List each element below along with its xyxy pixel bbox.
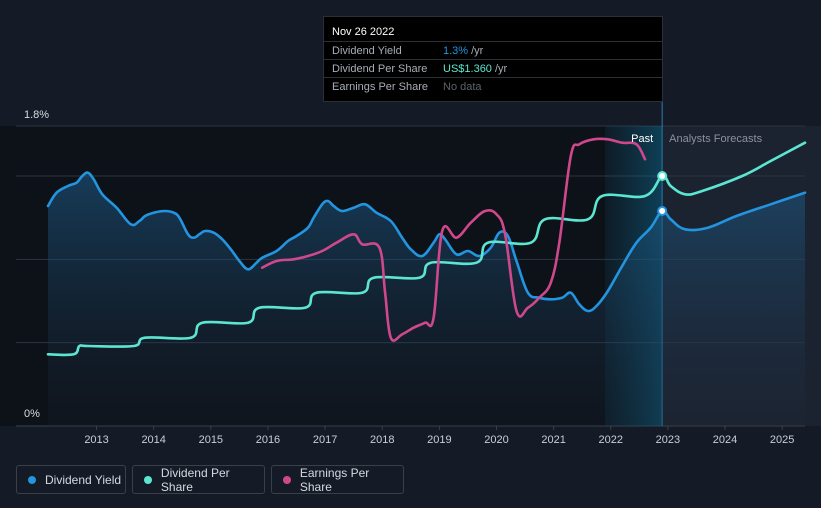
x-tick-label: 2017	[313, 434, 337, 446]
legend-label: Earnings Per Share	[299, 465, 370, 494]
legend-item-dividend-yield[interactable]: Dividend Yield	[16, 465, 126, 494]
x-tick-label: 2016	[256, 434, 280, 446]
tooltip-unit: /yr	[494, 63, 508, 75]
dividend-yield-line	[46, 171, 807, 313]
x-tick-label: 2019	[427, 434, 451, 446]
legend-item-earnings-per-share[interactable]: Earnings Per Share	[271, 465, 404, 494]
dividend-per-share-marker[interactable]	[657, 171, 668, 181]
x-tick-label: 2018	[370, 434, 394, 446]
x-tick-label: 2021	[541, 434, 565, 446]
legend-label: Dividend Per Share	[160, 465, 230, 494]
tooltip-label: Dividend Yield	[332, 45, 402, 57]
tooltip-row-dividend-per-share: Dividend Per Share US$1.360/yr	[324, 59, 662, 77]
tooltip-row-earnings-per-share: Earnings Per Share No data	[324, 77, 662, 95]
x-tick-label: 2022	[599, 434, 623, 446]
tooltip-label: Dividend Per Share	[332, 63, 428, 75]
series-layer	[46, 137, 807, 426]
x-tick-label: 2024	[713, 434, 737, 446]
y-axis-top-label: 1.8%	[24, 109, 49, 121]
earnings-per-share-line	[260, 137, 647, 342]
tooltip-row-dividend-yield: Dividend Yield 1.3%/yr	[324, 41, 662, 59]
dividend-per-share-line	[46, 141, 807, 357]
forecast-label: Analysts Forecasts	[669, 133, 762, 145]
dividend-yield-area	[48, 172, 805, 426]
y-axis-bottom-label: 0%	[24, 408, 40, 420]
tooltip: Nov 26 2022 Dividend Yield 1.3%/yr Divid…	[323, 16, 663, 102]
legend-dot-icon	[144, 475, 152, 484]
tooltip-date: Nov 26 2022	[332, 26, 395, 38]
x-tick-label: 2015	[199, 434, 223, 446]
tooltip-value: 1.3%	[443, 45, 469, 57]
tooltip-value: US$1.360	[443, 63, 492, 75]
past-label: Past	[631, 133, 653, 145]
tooltip-label: Earnings Per Share	[332, 81, 428, 93]
markers-layer	[657, 171, 668, 216]
x-tick-label: 2020	[484, 434, 508, 446]
tooltip-value: No data	[443, 81, 482, 93]
x-axis: 2013 2014 2015 2016 2017 2018 2019 2020 2021 2022…	[84, 426, 794, 446]
tooltip-unit: /yr	[471, 45, 484, 57]
legend-dot-icon	[28, 475, 36, 484]
dividend-yield-marker[interactable]	[657, 206, 668, 216]
x-tick-label: 2025	[770, 434, 794, 446]
x-tick-label: 2023	[656, 434, 680, 446]
legend-label: Dividend Yield	[45, 472, 122, 487]
x-tick-label: 2014	[141, 434, 165, 446]
x-tick-label: 2013	[84, 434, 108, 446]
legend-item-dividend-per-share[interactable]: Dividend Per Share	[132, 465, 265, 494]
legend-dot-icon	[283, 475, 291, 484]
